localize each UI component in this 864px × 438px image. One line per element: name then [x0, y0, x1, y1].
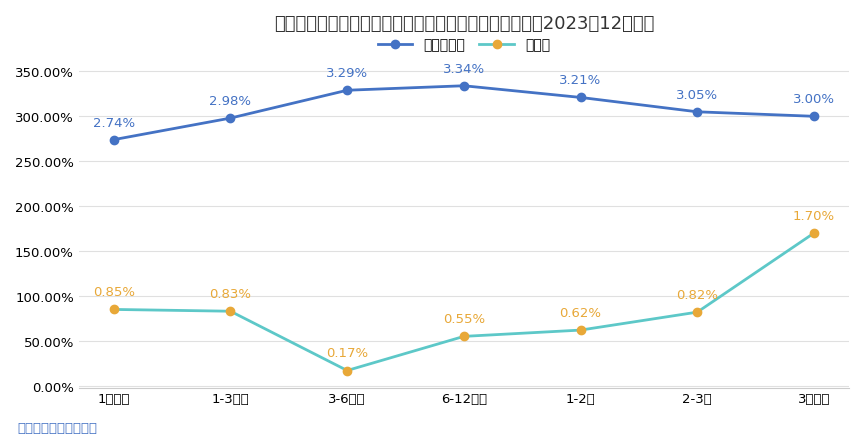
- Text: 3.05%: 3.05%: [677, 88, 718, 102]
- 混合类: [459, 334, 469, 339]
- Text: 0.82%: 0.82%: [677, 288, 718, 301]
- 固定收益类: [109, 138, 119, 143]
- Line: 固定收益类: 固定收益类: [110, 82, 818, 145]
- 固定收益类: [459, 84, 469, 89]
- Line: 混合类: 混合类: [110, 230, 818, 375]
- Text: 0.17%: 0.17%: [326, 346, 368, 360]
- 混合类: [692, 310, 702, 315]
- Text: 0.83%: 0.83%: [209, 287, 251, 300]
- Text: 数据来源：南财理财通: 数据来源：南财理财通: [17, 420, 98, 434]
- Text: 0.62%: 0.62%: [560, 306, 601, 319]
- Text: 2.74%: 2.74%: [92, 116, 135, 129]
- 固定收益类: [342, 88, 353, 94]
- Text: 3.29%: 3.29%: [326, 67, 368, 80]
- 混合类: [109, 307, 119, 312]
- Text: 2.98%: 2.98%: [209, 95, 251, 108]
- 固定收益类: [809, 114, 819, 120]
- Title: 理财公司不同投资周期公募产品今年以来业绩表现（截至2023年12月末）: 理财公司不同投资周期公募产品今年以来业绩表现（截至2023年12月末）: [274, 15, 654, 33]
- 固定收益类: [692, 110, 702, 115]
- 混合类: [342, 368, 353, 373]
- Text: 0.85%: 0.85%: [92, 286, 135, 299]
- 混合类: [809, 231, 819, 236]
- Text: 3.00%: 3.00%: [793, 93, 835, 106]
- Legend: 固定收益类, 混合类: 固定收益类, 混合类: [372, 33, 556, 58]
- 固定收益类: [226, 116, 236, 121]
- Text: 0.55%: 0.55%: [443, 313, 485, 325]
- 固定收益类: [575, 95, 586, 101]
- Text: 3.34%: 3.34%: [443, 63, 485, 75]
- 混合类: [575, 328, 586, 333]
- 混合类: [226, 309, 236, 314]
- Text: 1.70%: 1.70%: [793, 209, 835, 223]
- Text: 3.21%: 3.21%: [560, 74, 601, 87]
